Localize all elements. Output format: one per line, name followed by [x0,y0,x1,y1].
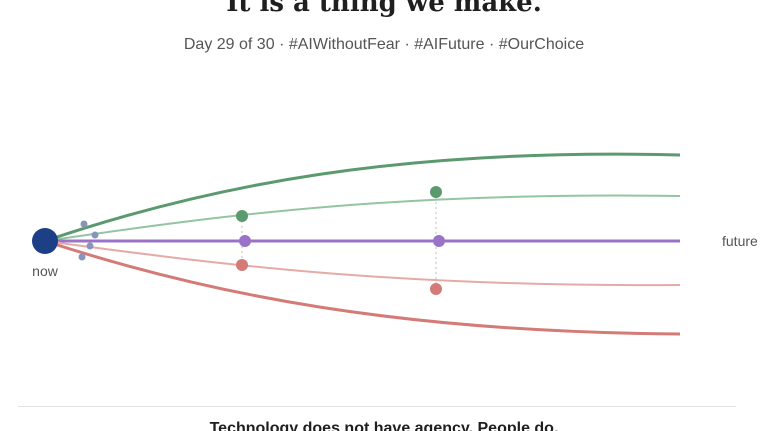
divider [18,406,736,407]
marker-green-far [430,186,442,198]
marker-purple-near [239,235,251,247]
label-now: now [32,263,59,279]
day-counter: Day 29 of 30 [183,36,275,53]
subtitle: Day 29 of 30 · #AIWithoutFear · #AIFutur… [0,36,768,54]
hashtag-our-choice: #OurChoice [498,36,585,53]
separator: · [404,36,410,53]
marker-green-near [236,210,248,222]
path-mild-negative [44,240,681,287]
path-mild-positive [44,194,681,242]
marker-red-near [236,259,248,271]
separator: · [488,36,495,53]
origin-now-dot [32,228,58,254]
footer-statement: Technology does not have agency. People … [209,420,559,431]
path-strong-positive [44,152,681,243]
scatter-dot [86,242,94,250]
scatter-dot [78,253,86,261]
separator: · [279,36,285,53]
marker-red-far [430,283,442,295]
scatter-dot [91,231,99,239]
label-future: future [722,233,758,249]
scatter-dot [80,220,88,228]
hashtag-ai-without-fear: #AIWithoutFear [288,36,400,53]
path-strong-negative [44,239,681,336]
hashtag-ai-future: #AIFuture [414,36,485,53]
marker-purple-far [433,235,445,247]
page-title: It is a thing we make. [226,0,542,18]
